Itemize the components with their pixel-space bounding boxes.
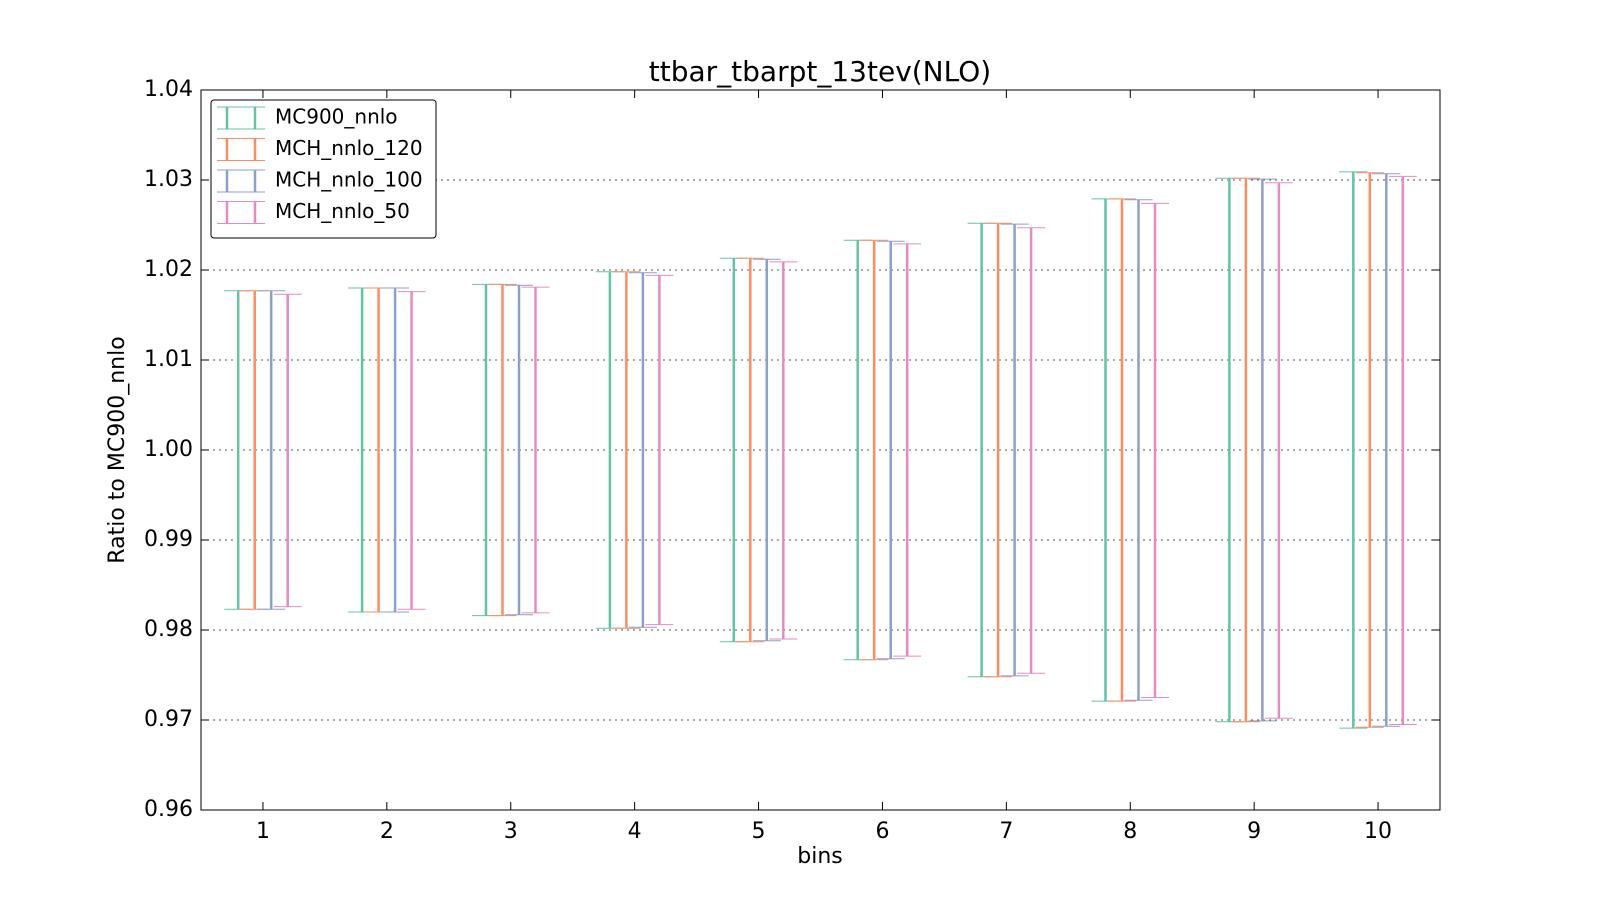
x-tick-label: 9: [1247, 819, 1261, 844]
x-tick-label: 10: [1364, 819, 1392, 844]
y-tick-label: 1.04: [144, 77, 193, 102]
x-tick-label: 2: [380, 819, 394, 844]
y-axis-label: Ratio to MC900_nnlo: [105, 336, 130, 563]
legend-label: MCH_nnlo_120: [275, 136, 423, 160]
y-tick-label: 1.03: [144, 167, 193, 192]
chart-title: ttbar_tbarpt_13tev(NLO): [649, 55, 991, 88]
y-tick-label: 1.01: [144, 347, 193, 372]
legend-label: MCH_nnlo_50: [275, 199, 410, 223]
x-tick-label: 8: [1123, 819, 1137, 844]
legend-box: [210, 99, 437, 239]
y-tick-label: 1.00: [144, 437, 193, 462]
y-tick-label: 0.99: [144, 527, 193, 552]
x-tick-label: 7: [999, 819, 1013, 844]
x-tick-label: 3: [504, 819, 518, 844]
legend-label: MCH_nnlo_100: [275, 168, 423, 192]
y-tick-label: 1.02: [144, 257, 193, 282]
y-tick-label: 0.97: [144, 707, 193, 732]
legend-label: MC900_nnlo: [275, 105, 398, 129]
y-tick-label: 0.98: [144, 617, 193, 642]
y-tick-label: 0.96: [144, 797, 193, 822]
plot-frame: [200, 89, 1441, 811]
x-tick-label: 5: [752, 819, 766, 844]
x-tick-label: 6: [875, 819, 889, 844]
x-tick-label: 1: [256, 819, 270, 844]
x-tick-label: 4: [628, 819, 642, 844]
x-axis-label: bins: [797, 844, 842, 869]
